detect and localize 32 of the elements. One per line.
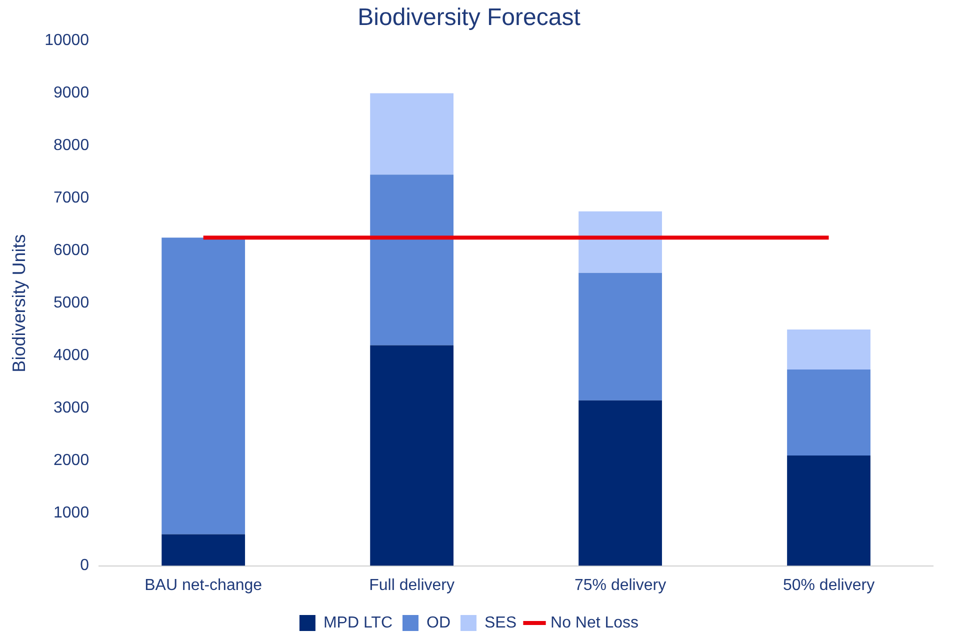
bar <box>370 174 454 346</box>
bar <box>787 330 870 370</box>
y-tick-label: 3000 <box>54 400 90 417</box>
legend-label: No Net Loss <box>550 614 639 632</box>
bar <box>578 272 662 400</box>
bar <box>370 345 454 566</box>
legend-label: OD <box>426 614 450 632</box>
y-tick-label: 1000 <box>54 504 90 522</box>
y-tick-label: 6000 <box>54 242 90 260</box>
y-tick-label: 4000 <box>54 347 90 364</box>
y-tick-label: 7000 <box>54 190 90 207</box>
y-tick-label: 0 <box>80 557 90 574</box>
legend-label: SES <box>484 614 517 632</box>
bar <box>578 400 662 566</box>
bar <box>787 369 870 456</box>
chart-title: Biodiversity Forecast <box>358 4 581 32</box>
y-tick-label: 8000 <box>54 137 90 154</box>
y-tick-label: 9000 <box>54 84 90 102</box>
x-tick-label: 50% delivery <box>782 576 875 594</box>
y-tick-label: 10000 <box>44 32 90 50</box>
x-tick-label: 75% delivery <box>574 576 666 594</box>
y-tick-label: 2000 <box>54 452 90 470</box>
bar <box>787 456 870 566</box>
legend-label: MPD LTC <box>323 614 392 632</box>
bar <box>162 238 246 534</box>
bar <box>578 211 662 273</box>
x-tick-label: BAU net-change <box>144 576 262 594</box>
bar <box>162 534 246 566</box>
y-tick-label: 5000 <box>54 294 90 312</box>
x-tick-label: Full delivery <box>369 576 454 594</box>
bar <box>370 93 454 175</box>
y-axis-title: Biodiversity Units <box>8 234 29 372</box>
